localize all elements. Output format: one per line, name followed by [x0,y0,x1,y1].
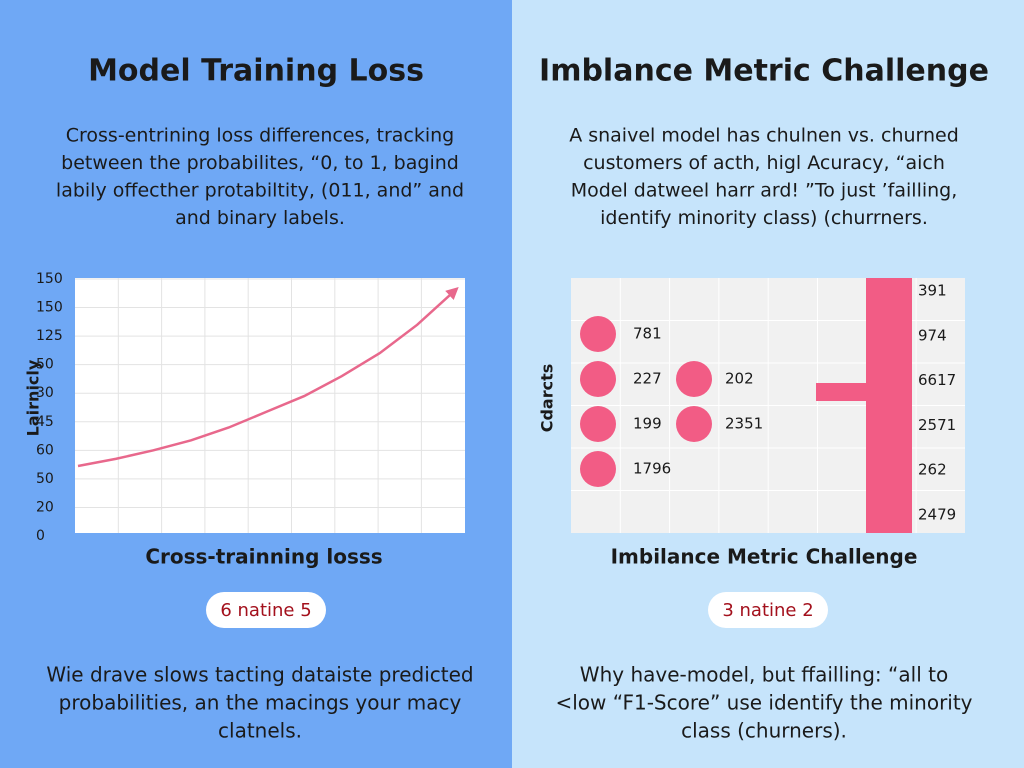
y-tick-label: 30 [36,385,54,401]
y-tick-label: 150 [36,300,63,316]
y-tick-label: 50 [36,471,54,487]
y-tick-label: 20 [36,499,54,515]
dot [580,451,616,487]
footer-line: clatnels. [218,719,302,743]
dot-label: 202 [725,370,754,388]
total-label: 2571 [918,416,956,434]
description-line: and binary labels. [175,207,345,229]
bar-stub [816,383,866,401]
footer-line: Why have-model, but ffailling: “all to [580,663,948,687]
footer-line: probabilities, an the macings your macy [59,691,462,715]
description-line: Cross-entrining loss differences, tracki… [66,125,455,147]
y-axis-label: Cdarcts [538,364,557,433]
description-line: A snaivel model has chulnen vs. churned [569,125,959,147]
y-tick-label: 45 [36,414,54,430]
total-label: 974 [918,326,947,344]
footer-line: class (churners). [681,719,847,743]
description-line: Model datweel harr ard! ”To just ’failli… [571,180,958,202]
dot [676,406,712,442]
description-line: identify minority class) (churrners. [600,207,928,229]
badge [708,592,828,628]
y-tick-label: 125 [36,328,63,344]
y-tick-label: 60 [36,442,54,458]
description-line: labily offecther protabiltity, (011, and… [56,180,464,202]
total-label: 391 [918,282,947,300]
footer-line: Wie drave slows tacting dataiste predict… [46,663,473,687]
loss-line [77,287,459,468]
y-tick-label: 150 [36,271,63,287]
footer-line: <low “F1-Score” use identify the minorit… [555,691,972,715]
dot [580,361,616,397]
bar [866,278,912,533]
total-label: 2479 [918,506,956,524]
description-line: customers of acth, higl Acuracy, “aich [583,152,945,174]
badge [206,592,326,628]
right-caption: Imbilance Metric Challenge [611,545,918,569]
dot-label: 227 [633,370,662,388]
left-caption: Cross-trainning losss [145,545,382,569]
y-axis-label: Lairnicly [24,359,43,436]
plot-area [75,278,465,533]
dot [676,361,712,397]
description-line: between the probabilites, “0, to 1, bagi… [61,152,459,174]
dot [580,316,616,352]
dot-label: 1796 [633,460,671,478]
y-tick-label: 50 [36,357,54,373]
dot-label: 199 [633,415,662,433]
left-badge: 6 natine 5 [220,600,311,621]
left-title: Model Training Loss [88,54,424,89]
dot-label: 2351 [725,415,763,433]
total-label: 262 [918,461,947,479]
y-tick-label: 0 [36,528,45,544]
right-title: Imblance Metric Challenge [539,54,989,89]
dot-label: 781 [633,325,662,343]
dot [580,406,616,442]
total-label: 6617 [918,371,956,389]
right-badge: 3 natine 2 [722,600,813,621]
